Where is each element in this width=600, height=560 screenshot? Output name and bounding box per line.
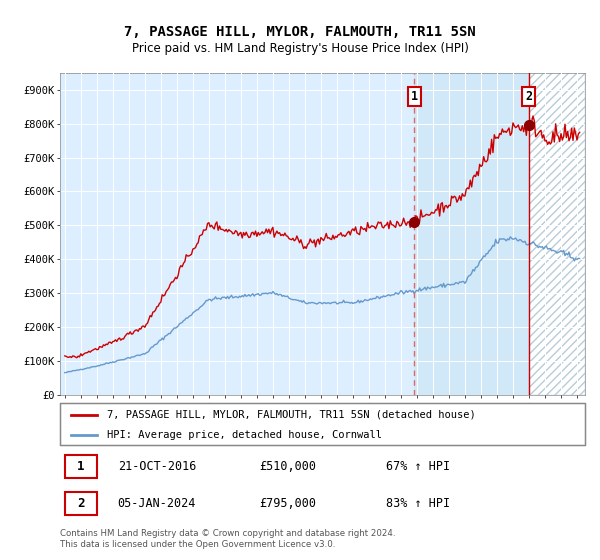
FancyBboxPatch shape (65, 455, 97, 478)
Bar (414, 73, 529, 395)
Bar (529, 73, 585, 395)
Text: 7, PASSAGE HILL, MYLOR, FALMOUTH, TR11 5SN: 7, PASSAGE HILL, MYLOR, FALMOUTH, TR11 5… (124, 25, 476, 39)
Text: £510,000: £510,000 (260, 460, 317, 473)
Text: HPI: Average price, detached house, Cornwall: HPI: Average price, detached house, Corn… (107, 430, 382, 440)
FancyBboxPatch shape (65, 492, 97, 515)
Bar (529, 73, 585, 395)
Text: 21-OCT-2016: 21-OCT-2016 (118, 460, 196, 473)
Text: 1: 1 (77, 460, 85, 473)
Text: 83% ↑ HPI: 83% ↑ HPI (386, 497, 449, 510)
Text: Contains HM Land Registry data © Crown copyright and database right 2024.
This d: Contains HM Land Registry data © Crown c… (60, 529, 395, 549)
Text: Price paid vs. HM Land Registry's House Price Index (HPI): Price paid vs. HM Land Registry's House … (131, 42, 469, 55)
Text: 1: 1 (411, 90, 418, 103)
Text: 05-JAN-2024: 05-JAN-2024 (118, 497, 196, 510)
Text: 2: 2 (526, 90, 533, 103)
Text: 7, PASSAGE HILL, MYLOR, FALMOUTH, TR11 5SN (detached house): 7, PASSAGE HILL, MYLOR, FALMOUTH, TR11 5… (107, 410, 476, 420)
Text: 67% ↑ HPI: 67% ↑ HPI (386, 460, 449, 473)
Text: £795,000: £795,000 (260, 497, 317, 510)
Text: 2: 2 (77, 497, 85, 510)
